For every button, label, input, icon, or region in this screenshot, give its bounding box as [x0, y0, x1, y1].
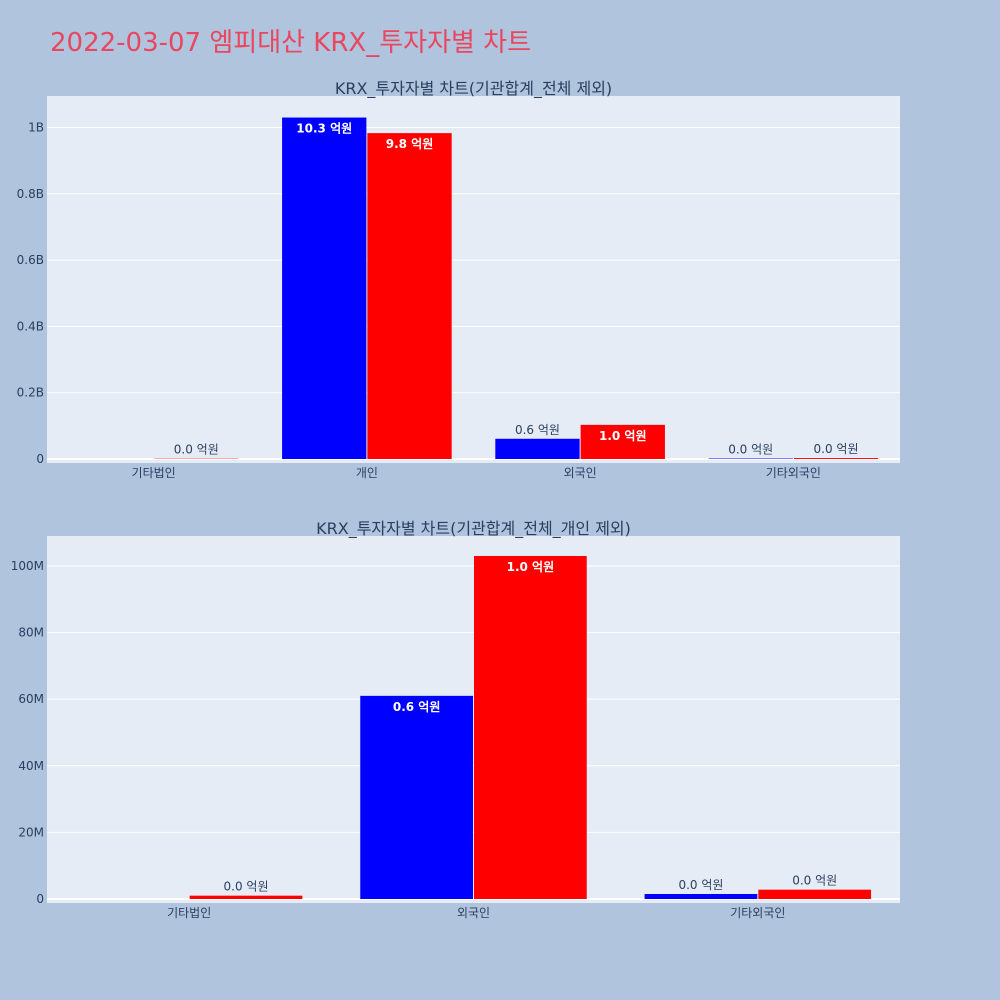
page-title: 2022-03-07 엠피대산 KRX_투자자별 차트: [50, 28, 532, 58]
x-tick-label: 외국인: [564, 466, 597, 480]
y-tick-label: 0: [36, 892, 44, 906]
data-label: 0.0 억원: [728, 443, 773, 457]
data-label: 1.0 억원: [507, 560, 555, 574]
bar: [793, 458, 879, 459]
x-tick-label: 외국인: [457, 906, 490, 920]
y-tick-label: 80M: [18, 626, 44, 640]
chart-title: KRX_투자자별 차트(기관합계_전체 제외): [335, 79, 612, 99]
data-label: 0.0 억원: [792, 874, 837, 888]
bar: [189, 895, 303, 899]
y-tick-label: 20M: [18, 825, 44, 839]
x-tick-label: 기타법인: [167, 906, 211, 920]
data-label: 0.0 억원: [678, 878, 723, 892]
y-tick-label: 0.2B: [17, 386, 44, 400]
chart-excluding-individual: KRX_투자자별 차트(기관합계_전체_개인 제외) 0 20M 40M 60M 80M 1…: [11, 519, 900, 920]
x-tick-label: 기타외국인: [730, 906, 785, 920]
y-tick-label: 60M: [18, 692, 44, 706]
bar: [360, 695, 473, 899]
bar: [644, 894, 758, 899]
bar: [282, 117, 367, 459]
plot-area: [47, 96, 900, 463]
data-label: 9.8 억원: [386, 137, 434, 151]
plot-area: [47, 536, 900, 903]
y-tick-label: 40M: [18, 759, 44, 773]
bar: [580, 424, 665, 459]
data-label: 0.0 억원: [174, 443, 219, 457]
x-tick-label: 기타법인: [132, 466, 176, 480]
x-tick-label: 개인: [356, 466, 378, 480]
data-label: 0.0 억원: [224, 880, 269, 894]
bar: [367, 133, 452, 459]
y-tick-label: 100M: [11, 559, 44, 573]
data-label: 1.0 억원: [599, 429, 647, 443]
bar: [474, 555, 587, 899]
data-label: 10.3 억원: [296, 122, 352, 136]
x-tick-label: 기타외국인: [766, 466, 821, 480]
y-tick-label: 0: [36, 452, 44, 466]
chart-overall: KRX_투자자별 차트(기관합계_전체 제외) 0 0.2B 0.4B 0.6B 0.8B…: [17, 79, 900, 480]
y-tick-label: 0.4B: [17, 319, 44, 333]
chart-title: KRX_투자자별 차트(기관합계_전체_개인 제외): [316, 519, 631, 539]
data-label: 0.6 억원: [515, 423, 560, 437]
y-tick-label: 0.6B: [17, 253, 44, 267]
data-label: 0.6 억원: [393, 700, 441, 714]
bar: [758, 889, 872, 899]
bar: [495, 438, 580, 459]
data-label: 0.0 억원: [814, 442, 859, 456]
y-tick-label: 0.8B: [17, 187, 44, 201]
y-tick-label: 1B: [28, 120, 44, 134]
